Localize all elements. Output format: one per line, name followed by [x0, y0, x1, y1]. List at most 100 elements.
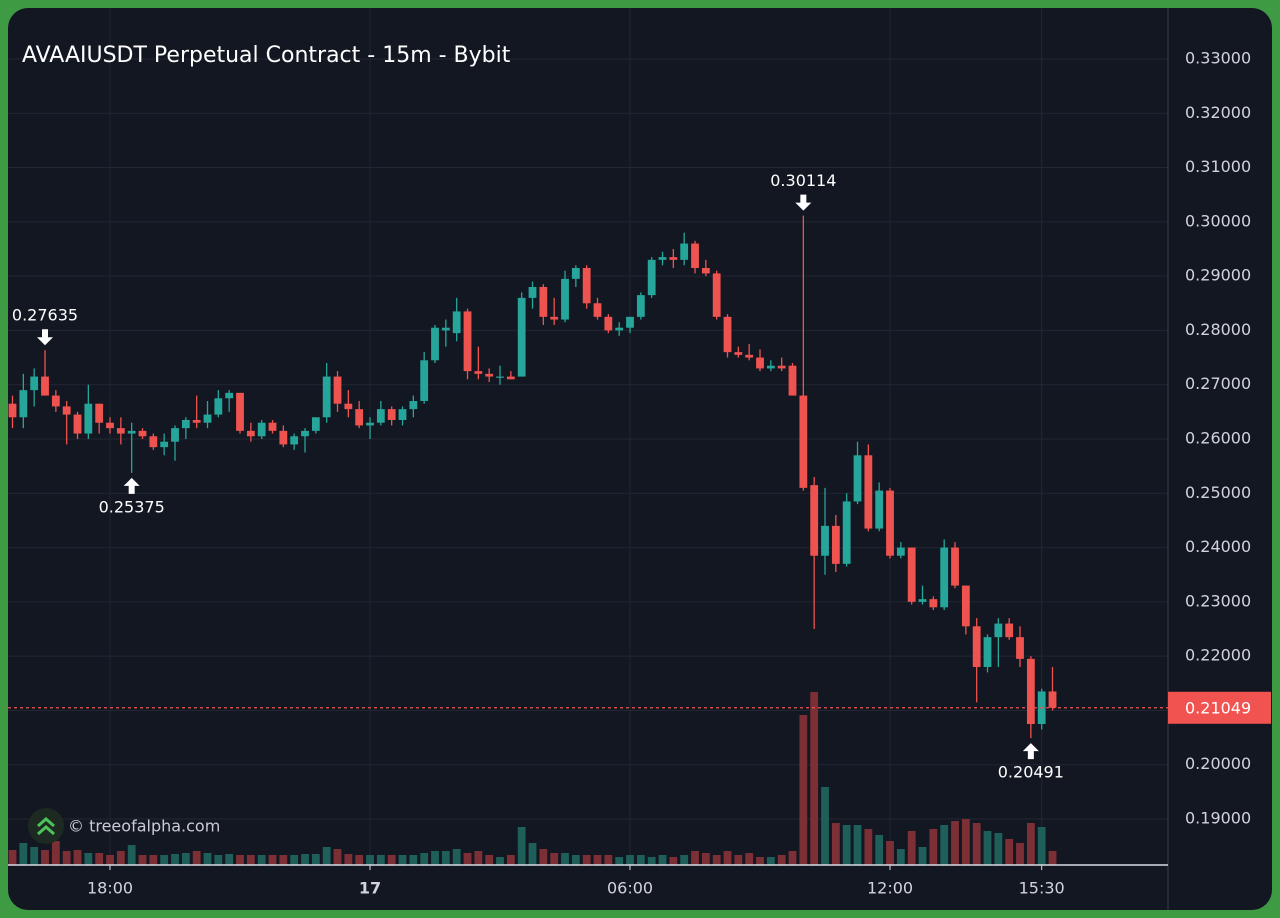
- volume-bar: [745, 853, 754, 865]
- volume-bar: [669, 857, 678, 865]
- volume-bar: [853, 825, 862, 865]
- candle-body: [777, 365, 786, 369]
- candle-body: [116, 428, 125, 434]
- candle-body: [669, 257, 678, 260]
- last-price-label: 0.21049: [1185, 698, 1251, 717]
- volume-bar: [84, 853, 93, 865]
- candle-body: [539, 286, 548, 317]
- candle-body: [875, 490, 884, 529]
- volume-bar: [788, 851, 797, 865]
- volume-bar: [691, 851, 699, 865]
- candle-body: [138, 430, 147, 437]
- candle-body: [821, 525, 829, 556]
- marker-arrow: [1022, 743, 1039, 760]
- volume-bar: [528, 843, 537, 865]
- volume-bar: [636, 855, 645, 865]
- marker-label: 0.27635: [12, 306, 78, 325]
- candle-body: [972, 626, 981, 668]
- candle-body: [615, 327, 624, 331]
- candle-body: [528, 286, 537, 298]
- volume-bar: [821, 787, 829, 865]
- candle-body: [268, 422, 277, 431]
- chart-title: AVAAIUSDT Perpetual Contract - 15m - Byb…: [22, 43, 511, 68]
- volume-bar: [766, 857, 775, 865]
- volume-bar: [875, 835, 884, 865]
- volume-bar: [225, 854, 234, 865]
- candle-body: [8, 403, 17, 418]
- y-tick-label: 0.28000: [1185, 320, 1251, 339]
- volume-bar: [106, 855, 114, 865]
- candle-body: [41, 376, 49, 396]
- candle-body: [658, 257, 667, 260]
- candle-body: [160, 441, 169, 448]
- y-tick-label: 0.29000: [1185, 266, 1251, 285]
- volume-bar: [496, 857, 504, 865]
- volume-bar: [983, 831, 992, 865]
- axes: 0.190000.200000.210000.220000.230000.240…: [87, 48, 1251, 897]
- volume-bar: [301, 854, 309, 865]
- volume-bar: [51, 841, 60, 865]
- candle-body: [799, 395, 808, 488]
- volume-bar: [73, 850, 82, 865]
- marker-label: 0.25375: [99, 497, 165, 516]
- candle-body: [907, 547, 916, 602]
- candle-body: [918, 599, 927, 602]
- last-price-box: [1168, 691, 1271, 724]
- x-tick-label: 15:30: [1019, 879, 1065, 898]
- marker-label: 0.20491: [998, 763, 1064, 782]
- volume-bar: [236, 855, 244, 865]
- candle-body: [279, 430, 288, 445]
- candle-body: [192, 419, 201, 423]
- x-tick-label: 12:00: [867, 879, 913, 898]
- volume-bar: [886, 841, 894, 865]
- volume-bar: [452, 849, 461, 865]
- volume-bar: [485, 855, 494, 865]
- candle-body: [322, 376, 331, 418]
- volume-bar: [896, 849, 905, 865]
- volume-bar: [62, 851, 71, 865]
- candle-body: [886, 490, 894, 556]
- volume-bar: [192, 851, 201, 865]
- volume-bar: [961, 819, 970, 865]
- candle-body: [994, 623, 1003, 638]
- candle-body: [73, 414, 82, 434]
- y-tick-label: 0.32000: [1185, 103, 1251, 122]
- volume-bar: [951, 821, 959, 865]
- volume-bar: [322, 847, 331, 865]
- volume-bar: [203, 853, 212, 865]
- candle-body: [788, 365, 797, 396]
- candle-body: [127, 430, 136, 434]
- candle-body: [420, 360, 429, 401]
- candle-body: [95, 403, 104, 423]
- candle-body: [680, 243, 689, 260]
- y-tick-label: 0.22000: [1185, 646, 1251, 665]
- candle-body: [929, 599, 938, 608]
- volume-bar: [593, 855, 602, 865]
- volume-bar: [831, 823, 840, 865]
- candle-body: [181, 419, 190, 429]
- candle-body: [561, 278, 569, 320]
- chart-background: [8, 8, 1272, 910]
- candle-body: [431, 327, 439, 361]
- volume-bar: [842, 825, 851, 865]
- candle-body: [84, 403, 93, 434]
- marker-label: 0.30114: [770, 171, 836, 190]
- volume-bar: [1037, 827, 1046, 865]
- candle-body: [853, 455, 862, 502]
- candle-body: [734, 352, 743, 355]
- volume-bar: [30, 847, 39, 865]
- candle-body: [745, 354, 754, 358]
- y-tick-label: 0.30000: [1185, 211, 1251, 230]
- volume-bar: [864, 829, 873, 865]
- candle-body: [593, 303, 602, 317]
- volume-bar: [550, 853, 559, 865]
- volume-bar: [387, 855, 396, 865]
- y-tick-label: 0.25000: [1185, 483, 1251, 502]
- candle-body: [626, 316, 634, 328]
- volume-bar: [972, 823, 981, 865]
- volume-bar: [680, 855, 689, 865]
- marker-arrow: [37, 329, 54, 346]
- candle-body: [1005, 623, 1014, 638]
